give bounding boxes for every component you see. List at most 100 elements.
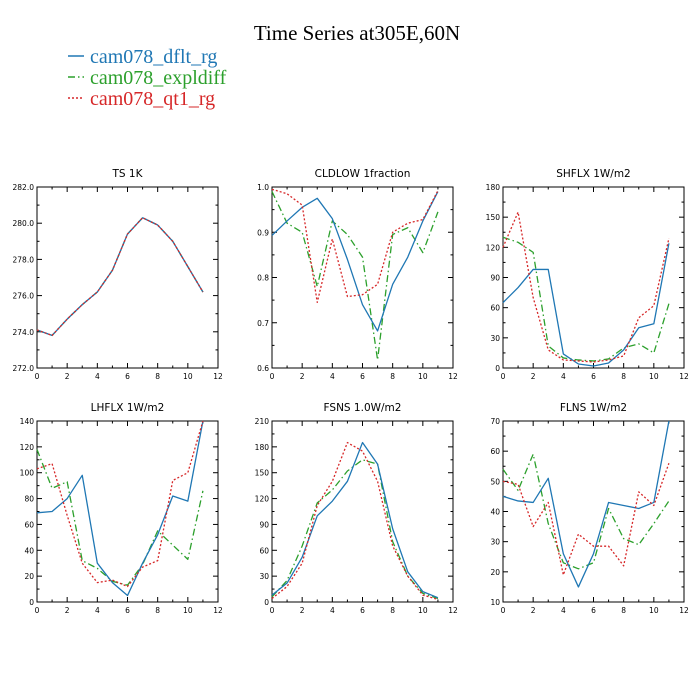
panel-title-2: SHFLX 1W/m2: [556, 168, 631, 180]
x-tick-label-2-3: 6: [591, 372, 596, 381]
y-tick-label-2-5: 150: [486, 213, 501, 222]
panel-1: CLDLOW 1fraction 0 2 4 6 8 10 12 0.6 0.7 0.8 0.9 1.0: [257, 168, 458, 381]
series-line-1-cam078_expldiff: [271, 191, 439, 361]
y-tick-label-1-2: 0.8: [257, 274, 269, 283]
y-tick-label-2-3: 90: [490, 274, 500, 283]
y-tick-label-1-1: 0.7: [257, 319, 269, 328]
y-tick-label-2-6: 180: [486, 183, 501, 192]
x-tick-label-1-2: 4: [330, 372, 335, 381]
x-tick-label-3-6: 12: [213, 606, 223, 615]
x-tick-label-3-1: 2: [65, 606, 70, 615]
y-tick-label-4-3: 90: [259, 520, 269, 529]
x-tick-label-2-5: 10: [649, 372, 659, 381]
series-line-2-cam078_expldiff: [502, 236, 670, 362]
series-line-5-cam078_expldiff: [502, 453, 670, 570]
y-tick-label-2-2: 60: [490, 304, 500, 313]
y-tick-label-1-3: 0.9: [257, 228, 269, 237]
y-tick-label-0-0: 272.0: [13, 364, 35, 373]
y-tick-label-3-7: 140: [20, 417, 35, 426]
y-tick-label-5-0: 10: [490, 598, 500, 607]
x-tick-label-1-6: 12: [448, 372, 458, 381]
x-tick-label-2-6: 12: [679, 372, 689, 381]
legend-label-0: cam078_dflt_rg: [90, 46, 217, 68]
x-tick-label-5-6: 12: [679, 606, 689, 615]
x-tick-label-1-4: 8: [390, 372, 395, 381]
x-tick-label-4-3: 6: [360, 606, 365, 615]
x-tick-label-4-2: 4: [330, 606, 335, 615]
panel-title-1: CLDLOW 1fraction: [315, 168, 411, 180]
series-line-0-cam078_qt1_rg: [36, 217, 204, 337]
y-tick-label-0-1: 274.0: [13, 328, 35, 337]
series-line-3-cam078_qt1_rg: [36, 420, 204, 588]
y-tick-label-2-4: 120: [486, 243, 501, 252]
x-tick-label-3-3: 6: [125, 606, 130, 615]
legend-label-1: cam078_expldiff: [90, 67, 227, 89]
y-tick-label-3-6: 120: [20, 443, 35, 452]
y-tick-label-4-1: 30: [259, 572, 269, 581]
legend: cam078_dflt_rg cam078_expldiff cam078_qt…: [68, 46, 227, 110]
x-tick-label-5-0: 0: [501, 606, 506, 615]
x-tick-label-4-1: 2: [300, 606, 305, 615]
x-tick-label-5-1: 2: [531, 606, 536, 615]
series-line-4-cam078_expldiff: [271, 459, 439, 600]
series-line-4-cam078_qt1_rg: [271, 441, 439, 601]
x-tick-label-4-0: 0: [270, 606, 275, 615]
x-tick-label-3-5: 10: [183, 606, 193, 615]
x-tick-label-0-4: 8: [155, 372, 160, 381]
y-tick-label-1-4: 1.0: [257, 183, 269, 192]
series-line-4-cam078_dflt_rg: [271, 441, 439, 599]
y-tick-label-3-1: 20: [24, 572, 34, 581]
series-line-2-cam078_qt1_rg: [502, 211, 670, 363]
y-tick-label-4-4: 120: [255, 495, 270, 504]
x-tick-label-5-2: 4: [561, 606, 566, 615]
x-tick-label-0-1: 2: [65, 372, 70, 381]
panel-title-4: FSNS 1.0W/m2: [324, 402, 402, 414]
y-tick-label-4-7: 210: [255, 417, 270, 426]
x-tick-label-4-4: 8: [390, 606, 395, 615]
x-tick-label-1-5: 10: [418, 372, 428, 381]
y-tick-label-3-3: 60: [24, 520, 34, 529]
y-tick-label-5-1: 20: [490, 568, 500, 577]
x-tick-label-0-6: 12: [213, 372, 223, 381]
series-line-3-cam078_dflt_rg: [36, 420, 204, 597]
y-tick-label-3-2: 40: [24, 546, 34, 555]
y-tick-label-5-3: 40: [490, 508, 500, 517]
series-line-5-cam078_dflt_rg: [502, 420, 670, 588]
panel-title-0: TS 1K: [112, 168, 144, 180]
x-tick-label-0-2: 4: [95, 372, 100, 381]
x-tick-label-1-0: 0: [270, 372, 275, 381]
y-tick-label-3-4: 80: [24, 495, 34, 504]
x-tick-label-2-1: 2: [531, 372, 536, 381]
y-tick-label-4-0: 0: [264, 598, 269, 607]
y-tick-label-0-2: 276.0: [13, 292, 35, 301]
x-tick-label-2-2: 4: [561, 372, 566, 381]
panel-title-5: FLNS 1W/m2: [560, 402, 627, 414]
panel-title-3: LHFLX 1W/m2: [91, 402, 165, 414]
x-tick-label-2-0: 0: [501, 372, 506, 381]
x-tick-label-5-4: 8: [621, 606, 626, 615]
series-line-1-cam078_qt1_rg: [271, 188, 439, 304]
y-tick-label-0-3: 278.0: [13, 255, 35, 264]
series-line-2-cam078_dflt_rg: [502, 243, 670, 367]
y-tick-label-5-4: 50: [490, 477, 500, 486]
panel-0: TS 1K 0 2 4 6 8 10 12 272.0 274.0 276.0 278.0 280.0 2…: [13, 168, 223, 381]
y-tick-label-2-1: 30: [490, 334, 500, 343]
x-tick-label-0-5: 10: [183, 372, 193, 381]
y-tick-label-0-4: 280.0: [13, 219, 35, 228]
y-tick-label-4-6: 180: [255, 443, 270, 452]
y-tick-label-1-0: 0.6: [257, 364, 269, 373]
x-tick-label-1-3: 6: [360, 372, 365, 381]
y-tick-label-3-5: 100: [20, 469, 35, 478]
x-tick-label-3-2: 4: [95, 606, 100, 615]
x-tick-label-3-0: 0: [35, 606, 40, 615]
series-line-5-cam078_qt1_rg: [502, 463, 670, 576]
legend-label-2: cam078_qt1_rg: [90, 88, 215, 110]
series-line-1-cam078_dflt_rg: [271, 191, 439, 332]
x-tick-label-5-5: 10: [649, 606, 659, 615]
series-line-3-cam078_expldiff: [36, 449, 204, 586]
y-tick-label-4-2: 60: [259, 546, 269, 555]
y-tick-label-4-5: 150: [255, 469, 270, 478]
